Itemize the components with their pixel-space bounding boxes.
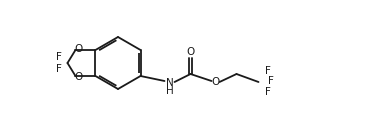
- Text: F: F: [264, 87, 270, 97]
- Text: F: F: [268, 76, 273, 86]
- Text: H: H: [166, 86, 174, 96]
- Text: O: O: [186, 47, 195, 57]
- Text: F: F: [55, 64, 61, 74]
- Text: F: F: [55, 52, 61, 62]
- Text: O: O: [75, 72, 83, 82]
- Text: O: O: [211, 77, 220, 87]
- Text: O: O: [75, 44, 83, 54]
- Text: N: N: [166, 78, 174, 88]
- Text: F: F: [264, 66, 270, 76]
